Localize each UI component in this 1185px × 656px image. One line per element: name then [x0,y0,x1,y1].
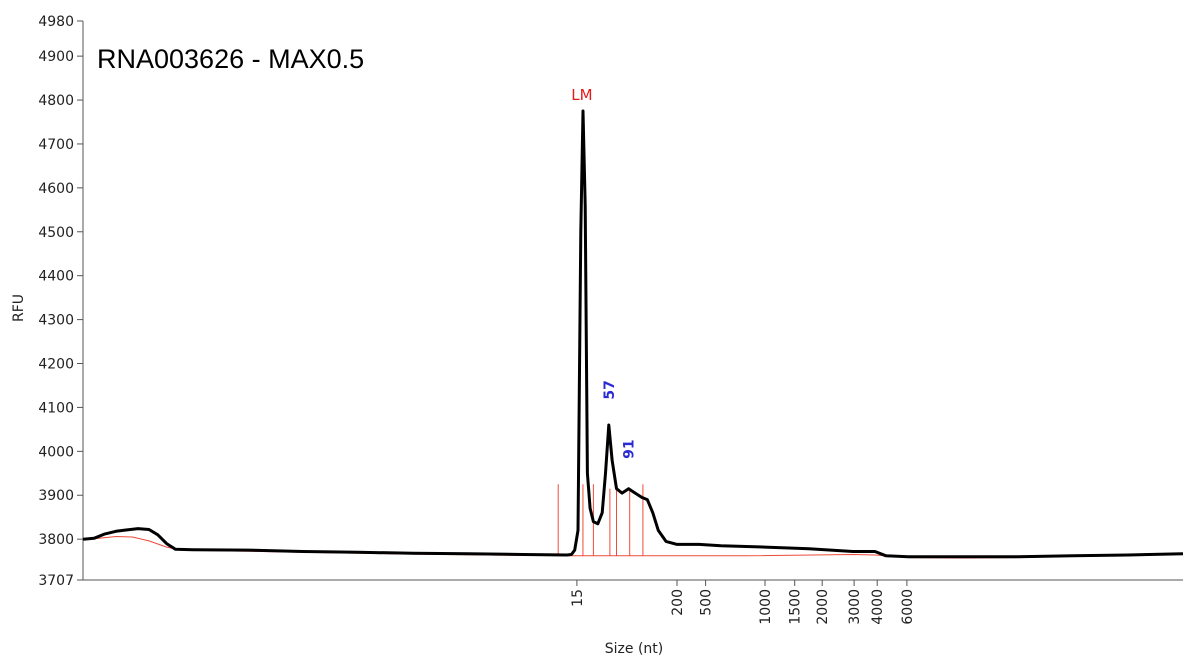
x-tick-label: 1500 [788,589,804,625]
trace-lines [82,109,1184,559]
y-tick-label: 4800 [38,93,74,109]
y-tick-label: 4980 [38,14,74,30]
peak-size-label: 91 [622,439,638,458]
y-tick-label: 4900 [38,49,74,65]
y-tick-label: 3707 [38,573,74,589]
peak-size-label: 57 [602,380,618,399]
y-axis-title: RFU [11,294,27,322]
y-tick-label: 3900 [38,488,74,504]
x-tick-label: 6000 [900,589,916,625]
lower-marker-label: LM [571,86,592,104]
y-tick-label: 4500 [38,225,74,241]
y-tick-label: 4000 [38,444,74,460]
peak-labels: LM 57 91 [571,86,637,459]
peak-markers [557,484,644,556]
y-axis: 3707 3800 3900 4000 4100 4200 4300 4400 4500 4600… [38,14,84,589]
x-tick-label: 2000 [815,589,831,625]
y-tick-label: 3800 [38,532,74,548]
x-tick-label: 500 [699,589,715,616]
chart-title: RNA003626 - MAX0.5 [97,44,364,74]
x-tick-label: 15 [570,589,586,607]
y-tick-label: 4300 [38,313,74,329]
y-tick-label: 4600 [38,181,74,197]
x-tick-label: 4000 [870,589,886,625]
y-tick-label: 4100 [38,400,74,416]
x-axis: 15 200 500 1000 1500 2000 3000 4000 6000 [83,579,1183,625]
y-tick-label: 4400 [38,269,74,285]
y-tick-label: 4200 [38,357,74,373]
x-axis-title: Size (nt) [605,641,663,656]
sample-trace-line [82,109,1184,559]
x-tick-label: 200 [670,589,686,616]
baseline-line [82,536,1184,559]
y-tick-label: 4700 [38,137,74,153]
x-tick-label: 1000 [758,589,774,625]
x-tick-label: 3000 [847,589,863,625]
